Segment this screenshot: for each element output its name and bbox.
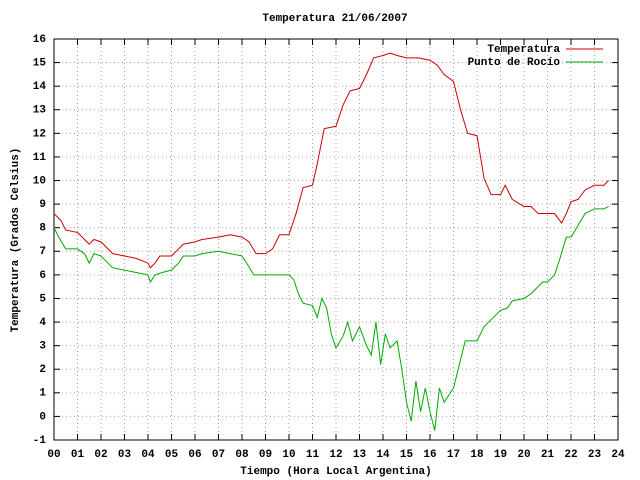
y-tick-label: 8 <box>39 223 46 235</box>
y-tick-label: 0 <box>39 411 46 423</box>
y-tick-label: 4 <box>39 317 46 329</box>
x-tick-label: 14 <box>376 449 390 461</box>
x-tick-label: 16 <box>423 449 436 461</box>
y-tick-label: 11 <box>33 152 47 164</box>
x-tick-label: 17 <box>447 449 460 461</box>
x-axis-label: Tiempo (Hora Local Argentina) <box>240 466 431 478</box>
legend-label: Temperatura <box>487 44 560 56</box>
y-tick-label: 10 <box>33 175 46 187</box>
x-tick-label: 05 <box>165 449 179 461</box>
y-tick-label: 9 <box>39 199 46 211</box>
x-tick-label: 18 <box>470 449 484 461</box>
legend-label: Punto de Rocío <box>468 57 561 69</box>
x-tick-label: 09 <box>259 449 272 461</box>
y-tick-label: 7 <box>39 246 46 258</box>
y-tick-label: 16 <box>33 34 46 46</box>
x-tick-label: 06 <box>188 449 201 461</box>
x-tick-label: 20 <box>517 449 530 461</box>
x-tick-label: 23 <box>588 449 602 461</box>
y-tick-label: 5 <box>39 293 46 305</box>
chart-title: Temperatura 21/06/2007 <box>262 13 407 25</box>
series-line <box>53 206 609 431</box>
x-tick-label: 21 <box>541 449 555 461</box>
y-tick-label: 13 <box>33 105 47 117</box>
x-tick-label: 12 <box>329 449 342 461</box>
y-tick-label: 15 <box>33 57 47 69</box>
y-tick-label: 6 <box>39 270 46 282</box>
x-tick-label: 02 <box>94 449 107 461</box>
y-tick-label: 1 <box>39 388 46 400</box>
x-tick-label: 10 <box>282 449 295 461</box>
x-tick-label: 04 <box>141 449 155 461</box>
x-tick-label: 00 <box>47 449 60 461</box>
y-tick-label: 2 <box>39 364 46 376</box>
y-axis-label: Temperatura (Grados Celsius) <box>10 148 22 333</box>
x-tick-label: 13 <box>353 449 367 461</box>
plot-border <box>53 38 619 441</box>
y-tick-label: 12 <box>33 128 46 140</box>
y-tick-label: 3 <box>39 341 46 353</box>
x-tick-label: 22 <box>564 449 577 461</box>
x-tick-label: 15 <box>400 449 414 461</box>
y-tick-label: 14 <box>33 81 47 93</box>
series-line <box>53 52 609 269</box>
x-tick-label: 11 <box>306 449 320 461</box>
x-tick-label: 24 <box>611 449 625 461</box>
x-tick-label: 08 <box>235 449 249 461</box>
x-tick-label: 07 <box>212 449 225 461</box>
x-tick-label: 03 <box>118 449 132 461</box>
y-tick-label: -1 <box>33 435 47 447</box>
x-tick-label: 01 <box>71 449 85 461</box>
x-tick-label: 19 <box>494 449 507 461</box>
